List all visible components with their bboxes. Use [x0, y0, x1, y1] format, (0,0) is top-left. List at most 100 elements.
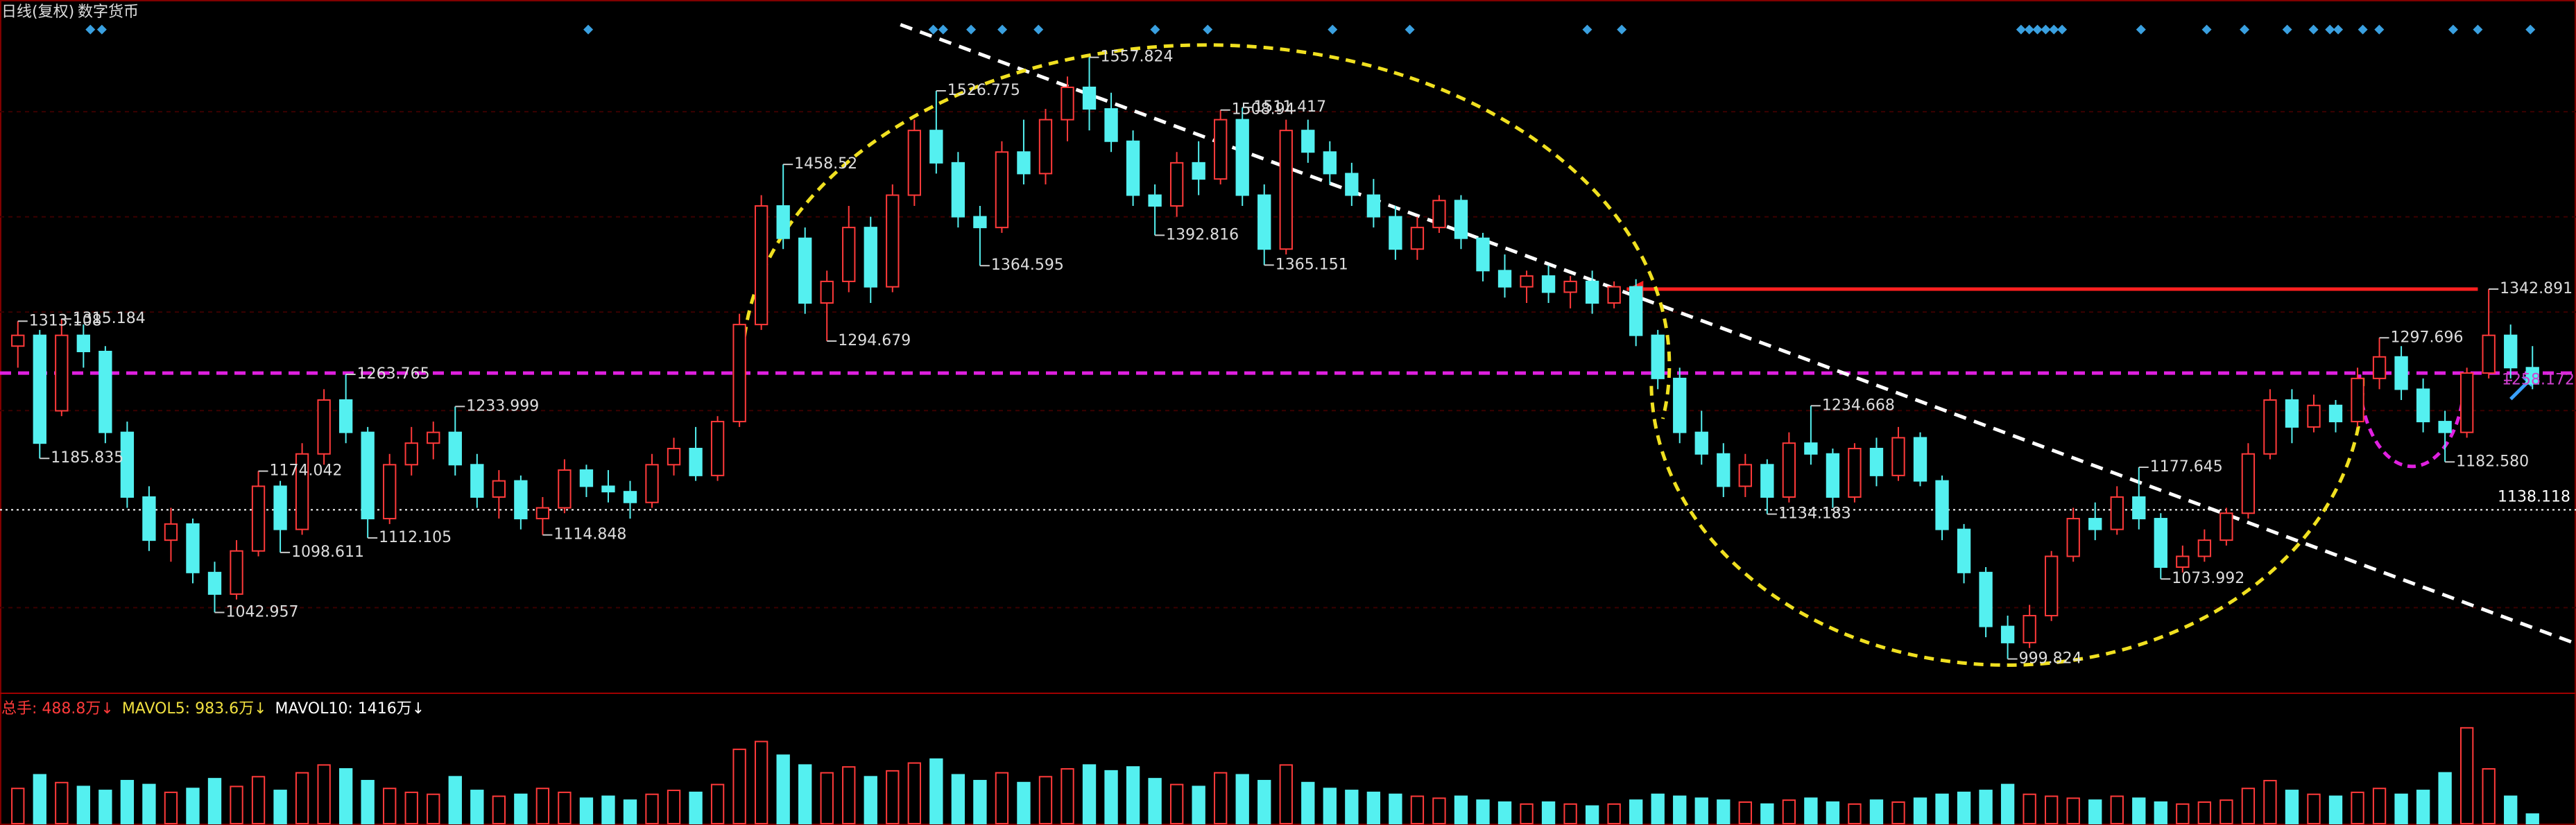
- volume-bar: [1082, 764, 1097, 825]
- volume-bar: [1410, 795, 1425, 825]
- volume-bar: [1038, 776, 1053, 824]
- volume-bar: [1126, 766, 1140, 824]
- annotation-label: 1557.824: [1101, 49, 1174, 66]
- volume-bar: [1869, 799, 1884, 825]
- volume-bar: [2044, 795, 2059, 825]
- volume-bar: [1717, 799, 1731, 825]
- annotation-label: 1234.668: [1822, 397, 1895, 414]
- candle-body: [1694, 431, 1708, 455]
- candle-body: [2351, 377, 2364, 423]
- volume-bar: [1257, 779, 1271, 824]
- volume-bar: [295, 772, 309, 825]
- candle-body: [1804, 442, 1818, 455]
- volume-bar: [2328, 795, 2343, 825]
- signal-marker: [1617, 24, 1627, 35]
- volume-bar: [1323, 788, 1337, 824]
- annotation-label: 1114.848: [553, 526, 626, 544]
- volume-legend: MAVOL5: 983.6万↓: [122, 700, 267, 718]
- candle-body: [76, 334, 91, 352]
- volume-bar: [1169, 783, 1184, 824]
- ellipse-bottom: [1649, 377, 2365, 667]
- volume-bar: [361, 779, 375, 824]
- volume-bar: [2066, 797, 2080, 824]
- candle-body: [820, 280, 834, 304]
- candle-body: [1717, 453, 1731, 487]
- signal-marker: [966, 24, 977, 35]
- volume-bar: [1541, 801, 1556, 824]
- candle-body: [1169, 162, 1184, 207]
- volume-bar: [2176, 803, 2190, 825]
- volume-bar: [186, 788, 200, 824]
- candle-body: [2525, 367, 2539, 385]
- candle-body: [1869, 447, 1884, 476]
- annotation-label: 1297.696: [2391, 329, 2464, 346]
- candle-body: [164, 523, 178, 541]
- candle-body: [2438, 421, 2452, 433]
- volume-bar: [1979, 790, 1993, 825]
- volume-bar: [33, 774, 46, 824]
- volume-bar: [864, 776, 877, 824]
- volume-bar: [404, 791, 418, 825]
- volume-bar: [1760, 803, 1774, 825]
- candle-body: [2088, 518, 2102, 530]
- volume-bar: [1694, 797, 1708, 824]
- candle-body: [929, 130, 943, 164]
- volume-legend: 总手: 488.8万↓: [1, 700, 114, 718]
- volume-bar: [776, 754, 790, 825]
- annotation-label: 1508.94: [1232, 101, 1295, 119]
- candle-body: [776, 205, 790, 239]
- volume-bar: [448, 776, 462, 824]
- candle-body: [1891, 437, 1905, 476]
- volume-bar: [1017, 781, 1031, 825]
- candle-body: [951, 162, 965, 218]
- volume-bar: [1585, 805, 1599, 824]
- annotation-label: 1294.679: [838, 332, 911, 349]
- volume-bar: [2000, 783, 2015, 824]
- signal-marker: [2358, 24, 2368, 35]
- candle-body: [1497, 270, 1512, 288]
- annotation-label: 1526.775: [947, 82, 1020, 99]
- candle-body: [1323, 151, 1337, 175]
- annotation-label: 1185.835: [51, 449, 123, 467]
- candle-body: [273, 485, 287, 530]
- price-tag-label: 1258.172: [2502, 372, 2575, 389]
- volume-bar: [1104, 770, 1118, 824]
- volume-bar: [1148, 778, 1162, 825]
- candle-body: [2197, 539, 2212, 557]
- volume-bar: [886, 770, 900, 824]
- volume-bar: [2154, 801, 2167, 824]
- candle-body: [2372, 356, 2387, 379]
- candle-body: [1848, 447, 1862, 498]
- volume-bar: [2394, 793, 2408, 824]
- signal-marker: [2325, 24, 2335, 35]
- candle-body: [2328, 404, 2343, 423]
- volume-bar: [1366, 791, 1381, 825]
- signal-marker: [2473, 24, 2483, 35]
- volume-bar: [2525, 813, 2539, 824]
- volume-bar: [689, 791, 703, 825]
- volume-bar: [995, 772, 1009, 825]
- annotation-label: 1112.105: [379, 529, 452, 546]
- signal-marker: [96, 24, 107, 35]
- candle-body: [710, 421, 725, 476]
- volume-bar: [2285, 790, 2299, 825]
- volume-bar: [383, 788, 397, 824]
- volume-bar: [98, 790, 112, 825]
- signal-marker: [938, 24, 948, 35]
- volume-bar: [11, 788, 25, 824]
- candle-body: [492, 480, 506, 498]
- signal-marker: [2057, 24, 2068, 35]
- annotation-label: 1042.957: [225, 603, 298, 620]
- candle-body: [427, 431, 440, 444]
- volume-bar: [579, 797, 594, 824]
- volume-bar: [2088, 799, 2102, 825]
- candle-body: [1279, 130, 1293, 250]
- candle-body: [2000, 625, 2015, 643]
- candle-body: [404, 442, 418, 466]
- candle-body: [338, 399, 353, 433]
- candle-body: [1345, 173, 1359, 196]
- volume-bar: [251, 776, 266, 824]
- volume-bar: [1279, 764, 1293, 825]
- signal-marker: [2282, 24, 2292, 35]
